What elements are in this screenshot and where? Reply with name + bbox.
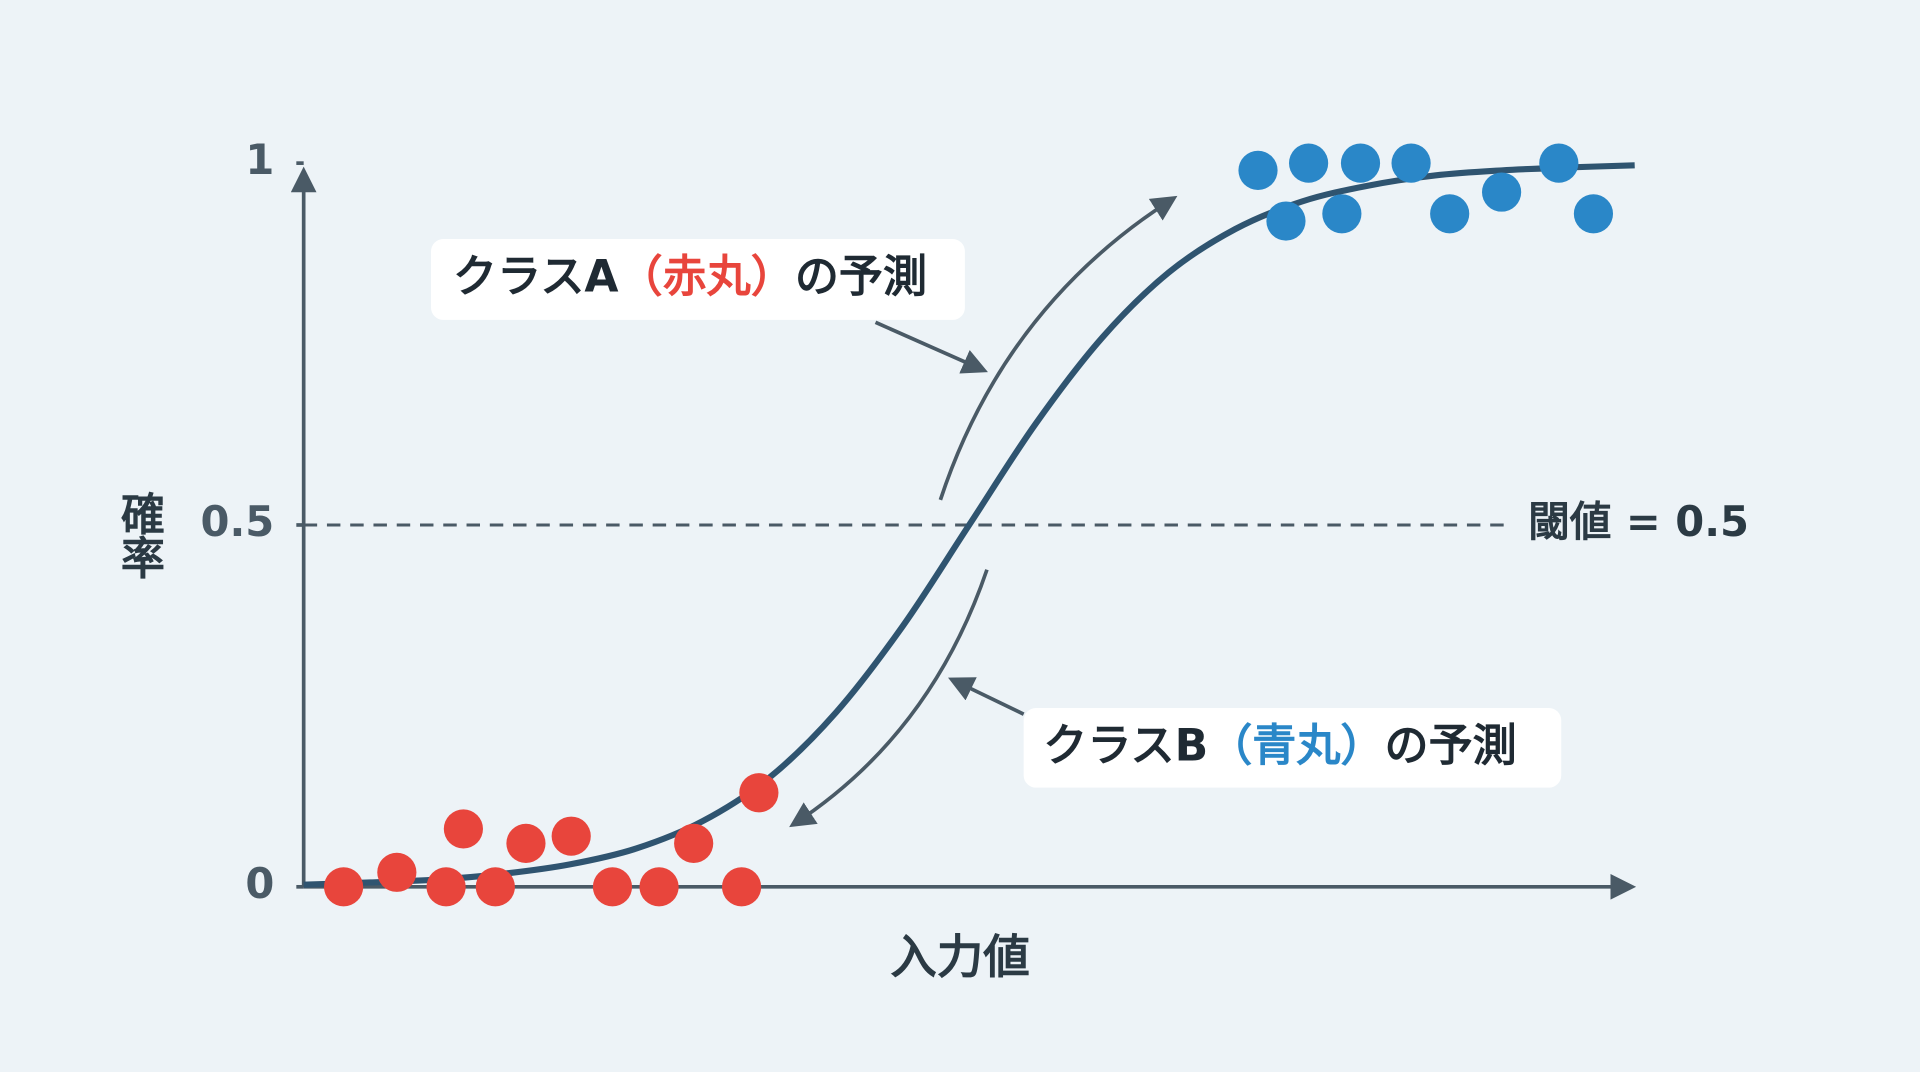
data-point — [1539, 143, 1579, 183]
annotation-suffix: の予測 — [1385, 720, 1517, 771]
data-point — [592, 867, 633, 907]
data-point — [1430, 194, 1470, 234]
data-point — [1482, 172, 1522, 212]
annotation-arrow — [874, 320, 988, 374]
threshold-label: 閾値 = 0.5 — [1528, 497, 1749, 546]
y-tick-label: 0 — [245, 859, 274, 908]
annotation-text: クラスB — [1043, 720, 1208, 771]
annotation-suffix: の予測 — [795, 251, 927, 302]
data-point — [426, 867, 466, 907]
annotation-arrow — [789, 569, 989, 828]
y-axis-label: 確率 — [113, 491, 165, 579]
data-point — [639, 867, 679, 907]
data-point — [1322, 194, 1362, 234]
sigmoid-curve — [303, 162, 1635, 888]
data-point — [721, 867, 762, 907]
annotation-arrow — [948, 677, 1025, 716]
annotation-text: クラスA — [453, 251, 618, 302]
x-axis-label: 入力値 — [890, 930, 1030, 984]
data-point — [1573, 194, 1614, 234]
y-tick-label: 1 — [245, 135, 274, 184]
data-point — [551, 816, 591, 856]
data-point — [1238, 150, 1278, 190]
annotation-box — [1023, 708, 1562, 788]
data-point — [1289, 143, 1329, 183]
data-point — [1340, 143, 1381, 183]
annotation: クラスB（青丸）の予測 — [1043, 720, 1517, 771]
data-point — [377, 852, 417, 892]
data-point — [674, 823, 714, 863]
data-point — [1266, 201, 1306, 241]
annotation-highlight: （赤丸） — [619, 251, 795, 302]
annotation: クラスA（赤丸）の予測 — [453, 251, 927, 302]
data-point — [324, 867, 364, 907]
data-point — [739, 773, 779, 813]
annotation-arrow — [938, 195, 1178, 501]
data-point — [506, 823, 546, 863]
annotation-box — [431, 239, 965, 320]
annotation-highlight: （青丸） — [1208, 720, 1384, 771]
data-point — [443, 809, 483, 849]
data-point — [1391, 143, 1431, 183]
data-point — [475, 867, 515, 907]
y-tick-label: 0.5 — [201, 497, 275, 546]
